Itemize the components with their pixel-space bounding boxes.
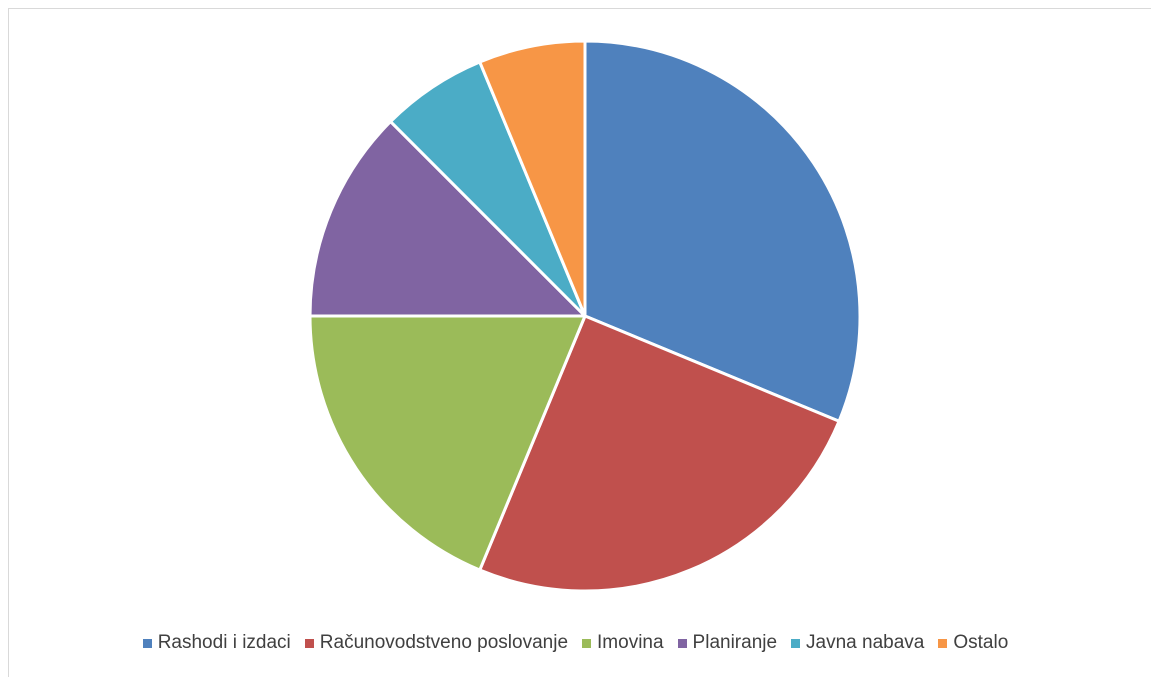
legend-item: Imovina — [582, 632, 664, 654]
legend-item: Računovodstveno poslovanje — [304, 632, 569, 654]
legend-swatch — [677, 638, 687, 648]
legend-item: Rashodi i izdaci — [142, 632, 291, 654]
legend-label: Imovina — [597, 632, 664, 653]
legend-swatch — [582, 638, 592, 648]
pie-slice-planiranje — [308, 120, 587, 318]
legend-item: Planiranje — [677, 632, 778, 654]
pie-slice-imovina — [308, 314, 587, 572]
legend-label: Rashodi i izdaci — [157, 632, 291, 653]
legend-label: Računovodstveno poslovanje — [319, 632, 569, 653]
legend-swatch — [938, 638, 948, 648]
chart-legend: Rashodi i izdaci Računovodstveno poslovan… — [0, 632, 1151, 654]
legend-label: Ostalo — [953, 632, 1009, 653]
legend-label: Javna nabava — [806, 632, 925, 653]
legend-label: Planiranje — [692, 632, 778, 653]
pie-slice-ostalo — [478, 39, 587, 318]
legend-swatch — [142, 638, 152, 648]
legend-swatch — [791, 638, 801, 648]
legend-item: Ostalo — [938, 632, 1008, 654]
legend-swatch — [304, 638, 314, 648]
pie-slice-ra-unovodstveno-poslovanje — [478, 314, 841, 593]
pie-slice-rashodi-i-izdaci — [583, 39, 862, 423]
legend-item: Javna nabava — [791, 632, 924, 654]
